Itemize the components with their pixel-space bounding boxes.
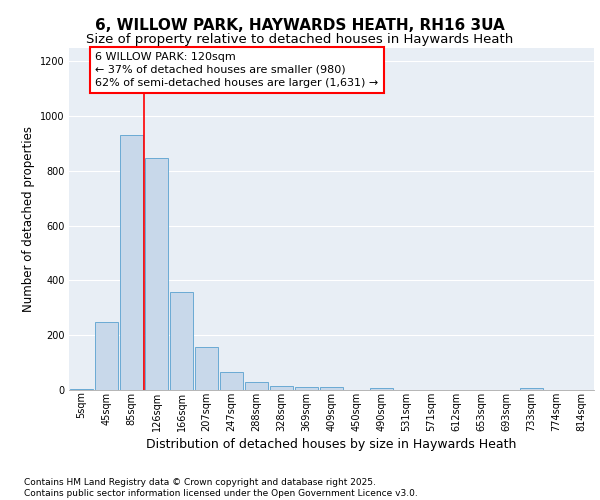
- Text: 6, WILLOW PARK, HAYWARDS HEATH, RH16 3UA: 6, WILLOW PARK, HAYWARDS HEATH, RH16 3UA: [95, 18, 505, 32]
- Bar: [170, 292, 193, 390]
- Bar: [195, 347, 218, 390]
- Bar: [95, 322, 118, 390]
- Bar: [295, 386, 318, 390]
- Y-axis label: Number of detached properties: Number of detached properties: [22, 126, 35, 312]
- Bar: [245, 382, 268, 390]
- Bar: [70, 388, 93, 390]
- Bar: [145, 158, 168, 390]
- Text: Size of property relative to detached houses in Haywards Heath: Size of property relative to detached ho…: [86, 32, 514, 46]
- Bar: [220, 372, 243, 390]
- Bar: [320, 388, 343, 390]
- X-axis label: Distribution of detached houses by size in Haywards Heath: Distribution of detached houses by size …: [146, 438, 517, 450]
- Text: Contains HM Land Registry data © Crown copyright and database right 2025.
Contai: Contains HM Land Registry data © Crown c…: [24, 478, 418, 498]
- Bar: [370, 388, 393, 390]
- Bar: [270, 386, 293, 390]
- Bar: [520, 388, 543, 390]
- Bar: [120, 135, 143, 390]
- Text: 6 WILLOW PARK: 120sqm
← 37% of detached houses are smaller (980)
62% of semi-det: 6 WILLOW PARK: 120sqm ← 37% of detached …: [95, 52, 379, 88]
